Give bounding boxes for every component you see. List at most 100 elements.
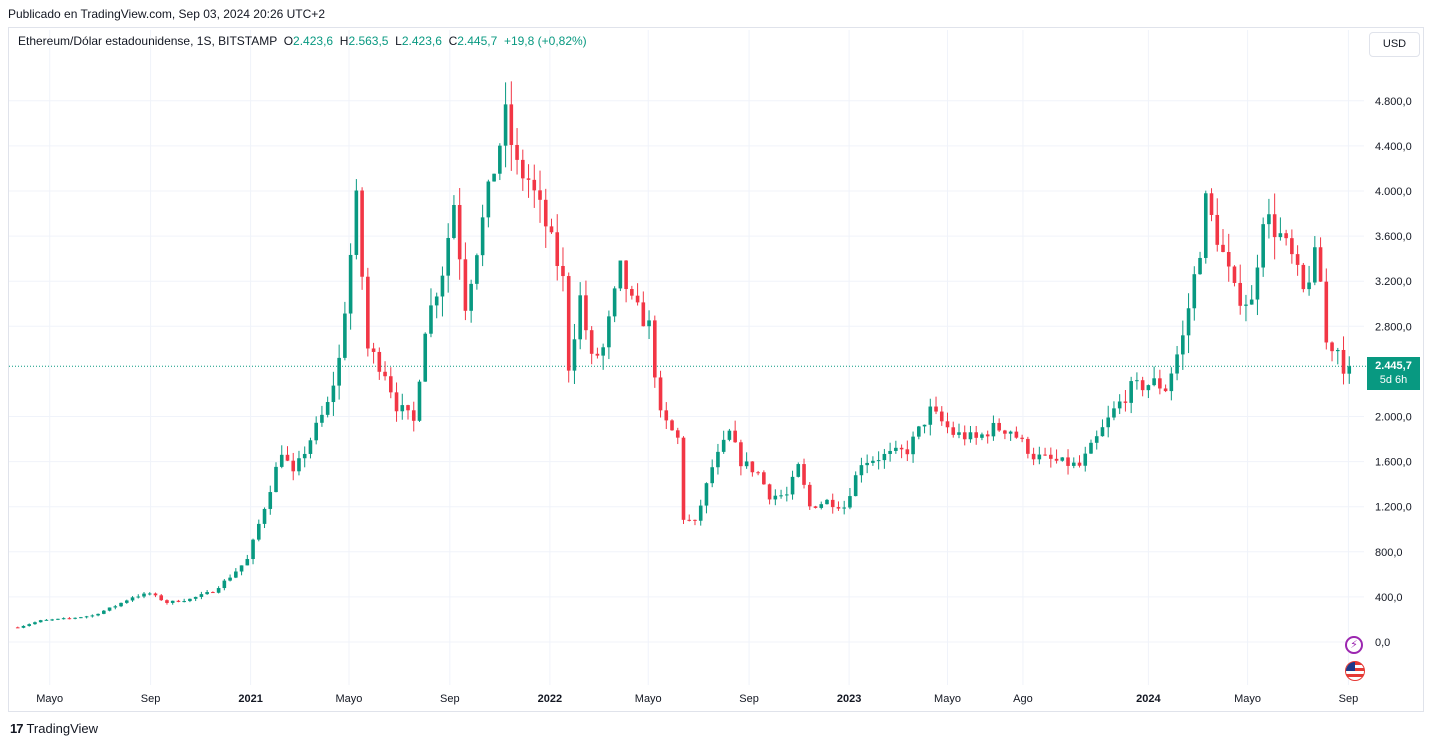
candles	[15, 81, 1352, 629]
candle	[170, 600, 175, 605]
x-tick-label: 2023	[837, 693, 861, 705]
x-tick-label: 2021	[238, 693, 262, 705]
x-tick-label: 2024	[1136, 693, 1161, 705]
candle	[1335, 347, 1340, 365]
candle	[572, 323, 577, 385]
candle	[819, 501, 824, 510]
candle	[469, 279, 473, 323]
candle	[1094, 430, 1099, 450]
candle	[1272, 193, 1277, 260]
candle	[498, 143, 502, 181]
candle	[446, 223, 450, 293]
candle	[842, 500, 847, 515]
y-tick-label: 4.400,0	[1375, 141, 1412, 153]
candle	[853, 471, 858, 497]
candle	[1198, 251, 1202, 275]
x-tick-label: Ago	[1013, 693, 1033, 705]
candle	[239, 565, 244, 576]
candle	[1238, 264, 1243, 315]
candle	[360, 187, 364, 290]
open-value: 2.423,6	[293, 34, 334, 48]
candle	[475, 253, 479, 290]
candle	[779, 489, 783, 499]
candle	[951, 421, 956, 438]
candle	[429, 288, 433, 338]
candle	[813, 505, 818, 509]
candle	[917, 425, 921, 440]
candle	[457, 188, 462, 280]
candle	[297, 450, 301, 476]
candle	[1181, 320, 1185, 370]
candle	[228, 574, 232, 582]
candle	[251, 538, 255, 565]
candle	[1290, 229, 1294, 264]
candle	[1203, 190, 1208, 264]
candle	[905, 440, 910, 462]
candle	[876, 451, 881, 470]
tradingview-brand[interactable]: 17 TradingView	[10, 721, 98, 736]
candle	[1158, 369, 1162, 395]
candle	[423, 332, 428, 382]
chart-frame	[8, 27, 1424, 712]
x-axis: Mayo Sep 2021 Mayo Sep 2022 Mayo Sep 2023 Mayo Ago…	[36, 693, 1358, 705]
candle	[279, 445, 284, 469]
candle	[687, 514, 692, 522]
candle	[566, 272, 571, 383]
candle	[945, 412, 950, 434]
candle	[1226, 233, 1231, 282]
candle	[1117, 394, 1122, 415]
candle	[182, 598, 186, 603]
high-value: 2.563,5	[348, 34, 389, 48]
candle	[589, 326, 594, 365]
candle	[836, 501, 841, 511]
candle	[710, 459, 714, 488]
candle	[756, 470, 760, 476]
candle	[486, 179, 491, 228]
x-tick-label: Mayo	[36, 693, 63, 705]
candle	[67, 617, 72, 620]
candle	[1089, 439, 1093, 454]
last-price-value: 2.445,7	[1375, 360, 1412, 372]
candle	[480, 204, 485, 267]
y-tick-label: 0,0	[1375, 637, 1390, 649]
y-tick-label: 400,0	[1375, 592, 1403, 604]
candle	[607, 310, 611, 360]
y-tick-label: 2.000,0	[1375, 412, 1412, 424]
currency-button[interactable]: USD	[1369, 32, 1420, 57]
candle	[165, 599, 169, 605]
candle	[1054, 449, 1059, 464]
us-flag-icon[interactable]	[1345, 661, 1365, 681]
candle	[1347, 356, 1352, 384]
candle	[73, 617, 77, 620]
candle	[830, 493, 835, 514]
candle	[693, 519, 697, 526]
candle	[1152, 366, 1156, 387]
candle	[314, 416, 318, 445]
candle	[888, 442, 892, 462]
candle	[113, 604, 118, 610]
candle	[434, 292, 439, 319]
candle	[670, 419, 674, 431]
y-tick-label: 3.200,0	[1375, 276, 1412, 288]
candle	[997, 418, 1001, 432]
candle	[1307, 265, 1311, 296]
candle	[193, 596, 198, 602]
candle	[624, 260, 628, 303]
candle	[44, 619, 49, 621]
x-tick-label: Sep	[440, 693, 460, 705]
candle	[555, 214, 560, 281]
candle	[1175, 345, 1179, 381]
candle	[268, 485, 273, 515]
y-tick-label: 4.800,0	[1375, 96, 1412, 108]
candle	[1301, 262, 1306, 293]
candle	[33, 621, 37, 625]
candle	[1267, 198, 1271, 239]
candle	[1186, 293, 1191, 354]
candle	[727, 428, 732, 442]
candle	[1341, 336, 1346, 385]
candle	[561, 247, 565, 292]
candle	[957, 423, 961, 439]
lightning-icon[interactable]: ⚡	[1345, 636, 1363, 654]
candle	[744, 452, 749, 469]
